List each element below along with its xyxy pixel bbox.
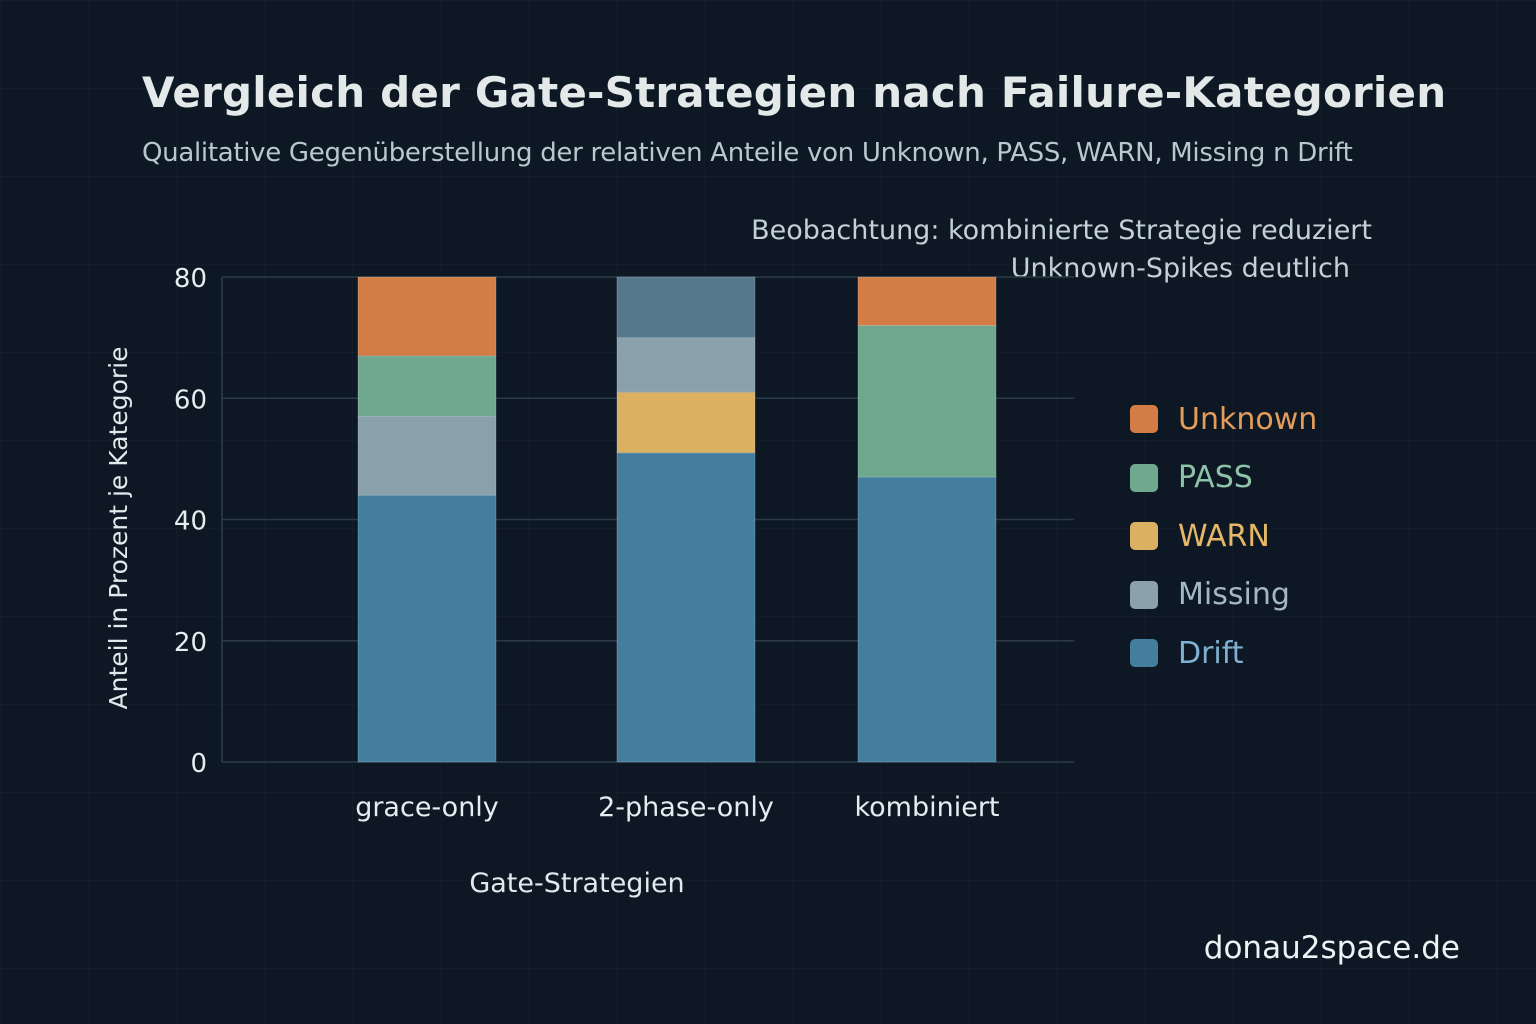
- x-tick-label: kombiniert: [854, 792, 999, 823]
- y-axis-label: Anteil in Prozent je Kategorie: [104, 347, 133, 710]
- y-tick-labels: 0 20 40 60 80: [174, 264, 207, 779]
- y-tick-label: 60: [174, 385, 207, 415]
- bar-segment-drift: [357, 494, 497, 763]
- annotation-line-2: Unknown-Spikes deutlich: [1010, 253, 1350, 284]
- bar-segment-unknown: [357, 276, 497, 357]
- bar-stack-2-phase-only: [616, 276, 756, 763]
- y-tick-label: 40: [174, 507, 207, 537]
- x-tick-label: 2-phase-only: [598, 792, 774, 823]
- x-axis-label: Gate-Strategien: [469, 868, 684, 899]
- legend-item-missing: Missing: [1130, 566, 1317, 625]
- legend: Unknown PASS WARN Missing Drift: [1130, 390, 1317, 683]
- watermark: donau2space.de: [1203, 930, 1460, 966]
- legend-item-pass: PASS: [1130, 449, 1317, 508]
- bar-stack-grace-only: [357, 276, 497, 763]
- legend-label: WARN: [1178, 518, 1270, 554]
- legend-swatch: [1130, 580, 1158, 609]
- bar-segment-unknown: [857, 276, 997, 326]
- annotation-line-1: Beobachtung: kombinierte Strategie reduz…: [751, 215, 1372, 246]
- chart-subtitle: Qualitative Gegenüberstellung der relati…: [142, 138, 1353, 168]
- bar-segment-drift: [857, 476, 997, 763]
- x-tick-labels: grace-only 2-phase-only kombiniert: [355, 792, 999, 823]
- legend-swatch: [1130, 639, 1158, 668]
- bar-segment-pass: [857, 325, 997, 478]
- bar-segment-pass: [357, 355, 497, 417]
- bar-segment-warn: [616, 391, 756, 454]
- bars: [357, 276, 997, 763]
- legend-swatch: [1130, 463, 1158, 492]
- chart-title: Vergleich der Gate-Strategien nach Failu…: [142, 68, 1447, 117]
- legend-item-drift: Drift: [1130, 624, 1317, 683]
- bar-segment-drift: [616, 452, 756, 763]
- y-tick-label: 20: [174, 628, 207, 658]
- bar-segment-missing: [357, 415, 497, 496]
- legend-item-warn: WARN: [1130, 507, 1317, 566]
- legend-label: Drift: [1178, 635, 1244, 671]
- x-tick-label: grace-only: [355, 792, 499, 823]
- legend-swatch: [1130, 405, 1158, 434]
- bar-stack-kombiniert: [857, 276, 997, 763]
- legend-swatch: [1130, 522, 1158, 551]
- bar-segment-missing: [616, 337, 756, 393]
- legend-label: Unknown: [1178, 401, 1318, 437]
- legend-label: PASS: [1178, 460, 1253, 496]
- legend-item-unknown: Unknown: [1130, 390, 1317, 449]
- legend-label: Missing: [1178, 577, 1290, 613]
- y-tick-label: 80: [174, 264, 207, 294]
- chart-annotation: Beobachtung: kombinierte Strategie reduz…: [751, 212, 1372, 288]
- y-tick-label: 0: [190, 749, 207, 779]
- bar-segment-drift-muted-: [616, 276, 756, 339]
